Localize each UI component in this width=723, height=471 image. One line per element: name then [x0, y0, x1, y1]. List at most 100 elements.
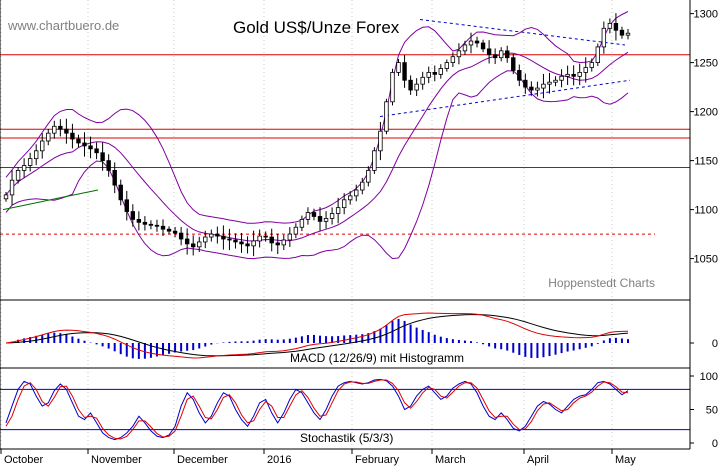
candle-body	[154, 224, 160, 227]
candle-body	[571, 73, 576, 77]
candle-body	[595, 46, 601, 63]
bollinger-lower-line	[5, 70, 629, 260]
candle-body	[299, 218, 305, 228]
candle-body	[396, 62, 401, 73]
candle-body	[523, 79, 528, 88]
candle-body	[64, 128, 69, 134]
candle-body	[239, 241, 244, 245]
x-axis-ticks: October November December 2016 February March…	[0, 449, 636, 466]
candle-body	[100, 152, 105, 161]
candle-body	[215, 233, 220, 237]
candles	[3, 13, 631, 257]
candle-body	[9, 179, 15, 196]
candle-body	[136, 218, 142, 223]
y-tick-label: 1100	[694, 205, 718, 217]
candle-body	[547, 81, 552, 85]
candle-body	[420, 76, 425, 85]
candle-body	[625, 32, 631, 36]
candle-body	[553, 79, 558, 83]
candle-body	[372, 150, 377, 171]
candle-body	[607, 22, 613, 29]
candle-body	[505, 50, 510, 59]
candle-body	[366, 169, 371, 183]
candle-body	[82, 142, 87, 147]
x-tick-label: March	[435, 454, 466, 466]
bollinger-middle-line	[5, 51, 629, 242]
candle-body	[601, 27, 607, 48]
x-tick-label: October	[4, 454, 43, 466]
macd-line	[5, 312, 629, 359]
candle-body	[402, 62, 407, 81]
candle-body	[172, 230, 178, 234]
candle-body	[203, 236, 208, 243]
stochastic-plot	[0, 378, 690, 441]
candle-body	[492, 54, 498, 59]
candle-body	[583, 67, 588, 73]
x-tick-label: 2016	[267, 454, 291, 466]
candle-body	[589, 62, 594, 68]
moving-average-line	[2, 189, 99, 211]
candle-body	[450, 56, 456, 64]
candle-body	[142, 221, 148, 225]
site-label: www.chartbuero.de	[7, 18, 119, 33]
y-tick-label: 50	[706, 405, 718, 417]
candle-body	[541, 83, 546, 89]
y-tick-label: 100	[700, 371, 718, 383]
candle-body	[329, 213, 335, 219]
y-tick-label: 1150	[694, 156, 718, 168]
candle-body	[70, 132, 75, 140]
candle-body	[33, 150, 39, 160]
stochastic-k-line	[5, 378, 629, 441]
candle-body	[335, 207, 341, 214]
candle-body	[233, 239, 238, 243]
candle-body	[76, 138, 81, 144]
x-tick-label: February	[355, 454, 400, 466]
candle-body	[257, 235, 262, 242]
candle-body	[390, 72, 395, 103]
grid	[0, 0, 613, 449]
candle-body	[613, 22, 619, 31]
x-tick-label: November	[91, 454, 142, 466]
candle-body	[281, 239, 286, 246]
panel-frames	[0, 0, 691, 450]
candle-body	[293, 226, 299, 235]
candle-body	[197, 241, 202, 248]
candle-body	[112, 169, 117, 186]
candle-body	[559, 75, 564, 81]
candle-body	[58, 125, 63, 130]
candle-body	[21, 165, 27, 171]
moving-average	[2, 189, 99, 211]
candle-body	[360, 181, 365, 191]
candle-body	[88, 145, 93, 150]
macd-title: MACD (12/26/9) mit Histogramm	[290, 351, 464, 365]
candle-body	[378, 130, 383, 152]
y-axis-ticks: 1050 1100 1150 1200 1250 1300 0 0 50 100	[690, 9, 718, 450]
bollinger-upper-line	[5, 11, 629, 224]
candle-body	[40, 140, 45, 152]
candle-body	[15, 169, 21, 181]
candle-body	[317, 216, 323, 222]
bollinger-bands	[5, 11, 629, 260]
candle-body	[221, 235, 226, 240]
x-tick-label: May	[615, 454, 636, 466]
y-tick-label: 1250	[694, 58, 718, 70]
horizontal-levels	[0, 54, 690, 235]
candle-body	[529, 86, 534, 91]
candle-body	[269, 236, 274, 244]
candle-body	[191, 243, 196, 248]
candle-body	[619, 29, 625, 36]
x-tick-label: April	[527, 454, 549, 466]
candle-body	[287, 233, 293, 241]
candle-body	[148, 223, 154, 226]
candle-body	[275, 242, 280, 246]
candle-body	[498, 50, 504, 59]
y-tick-label: 1200	[694, 107, 718, 119]
candle-body	[227, 238, 232, 241]
candle-body	[480, 42, 486, 50]
candle-body	[426, 72, 431, 78]
candle-body	[462, 44, 468, 52]
candle-body	[565, 73, 570, 77]
candle-body	[474, 40, 480, 44]
y-tick-label: 0	[712, 438, 718, 450]
